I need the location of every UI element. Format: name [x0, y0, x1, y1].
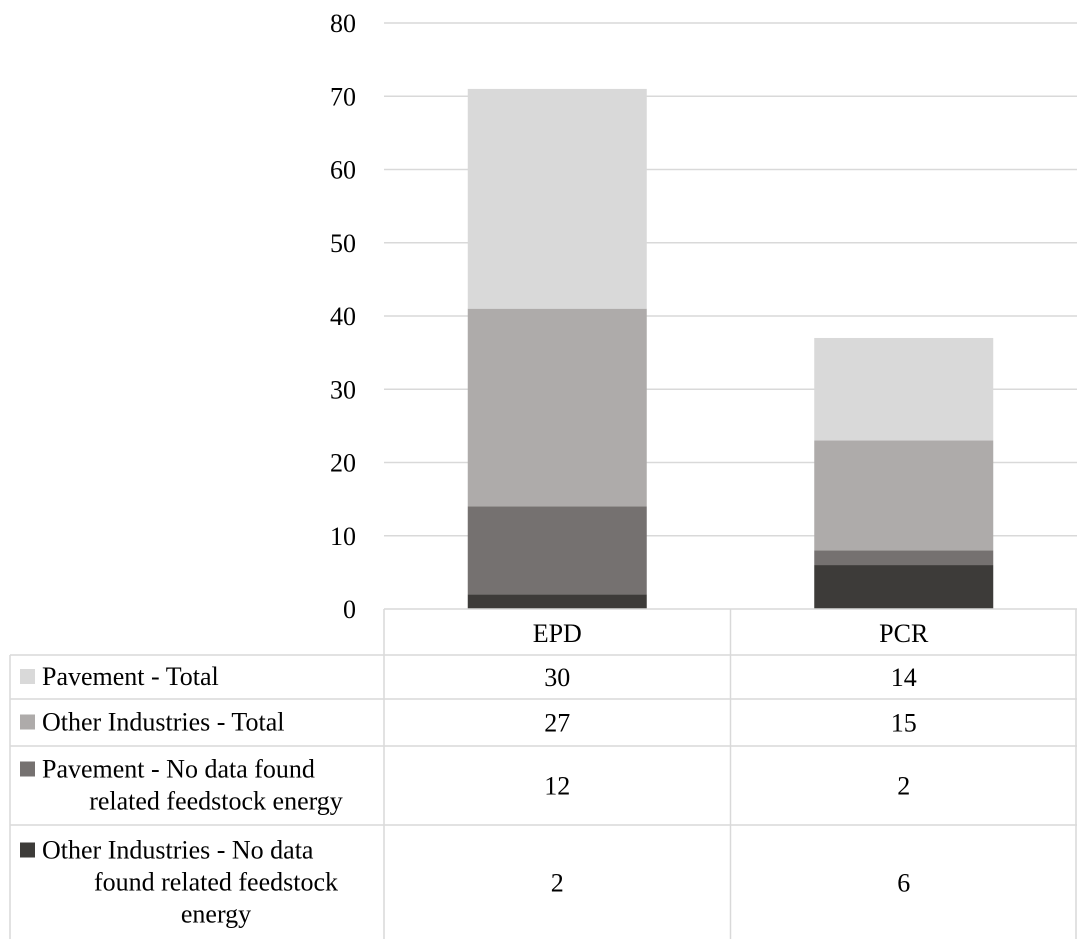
legend-key-pavement-total	[20, 669, 35, 684]
y-tick-label: 70	[330, 82, 356, 111]
data-label-epd-pavement-total: 30	[544, 663, 570, 692]
y-tick-label: 50	[330, 229, 356, 258]
legend-label-other-industries-total: Other Industries - Total	[42, 708, 284, 737]
bar-segment-epd-pavement-total	[467, 88, 647, 309]
data-label-pcr-pavement-total: 14	[891, 663, 917, 692]
bar-segment-pcr-pavement-no-data-found-related-feedstock-energy	[814, 550, 994, 566]
bar-segment-pcr-pavement-total	[814, 337, 994, 441]
data-table: EPD PCR Pavement - Total 30 14 Other Industri…	[9, 608, 1077, 939]
data-label-epd-pavement-no-data-found-related-feedstock-energy: 12	[544, 772, 570, 801]
legend-label-pavement-total: Pavement - Total	[42, 662, 219, 691]
y-tick-label: 40	[330, 302, 356, 331]
bar-segment-epd-other-industries-no-data-found-related-feedstock-energy	[467, 594, 647, 609]
category-label-epd: EPD	[533, 619, 582, 648]
bars	[467, 88, 994, 609]
y-tick-label: 80	[330, 9, 356, 38]
data-label-epd-other-industries-no-data-found-related-feedstock-energy: 2	[551, 869, 564, 898]
bar-segment-pcr-other-industries-total	[814, 440, 994, 551]
category-label-pcr: PCR	[879, 619, 929, 648]
data-label-pcr-other-industries-total: 15	[891, 709, 917, 738]
legend-key-other-industries-total	[20, 714, 35, 730]
y-tick-label: 10	[330, 522, 356, 551]
y-tick-label: 60	[330, 156, 356, 185]
legend-label-pavement-no-data-found-related-feedstock-energy: Pavement - No data found related feedstoc…	[42, 755, 343, 816]
data-label-epd-other-industries-total: 27	[544, 709, 570, 738]
y-axis-ticks: 0 10 20 30 40 50 60 70 80	[330, 9, 356, 624]
legend-key-pavement-no-data-found-related-feedstock-energy	[20, 761, 35, 777]
bar-segment-epd-other-industries-total	[467, 308, 647, 507]
y-tick-label: 30	[330, 375, 356, 404]
bar-segment-epd-pavement-no-data-found-related-feedstock-energy	[467, 506, 647, 595]
bar-segment-pcr-other-industries-no-data-found-related-feedstock-energy	[814, 565, 994, 609]
y-tick-label: 20	[330, 449, 356, 478]
data-label-pcr-pavement-no-data-found-related-feedstock-energy: 2	[897, 772, 910, 801]
legend-key-other-industries-no-data-found-related-feedstock-energy	[20, 842, 35, 858]
y-tick-label: 0	[343, 595, 356, 624]
data-label-pcr-other-industries-no-data-found-related-feedstock-energy: 6	[897, 869, 910, 898]
legend-label-other-industries-no-data-found-related-feedstock-energy: Other Industries - No data found related …	[42, 836, 338, 929]
